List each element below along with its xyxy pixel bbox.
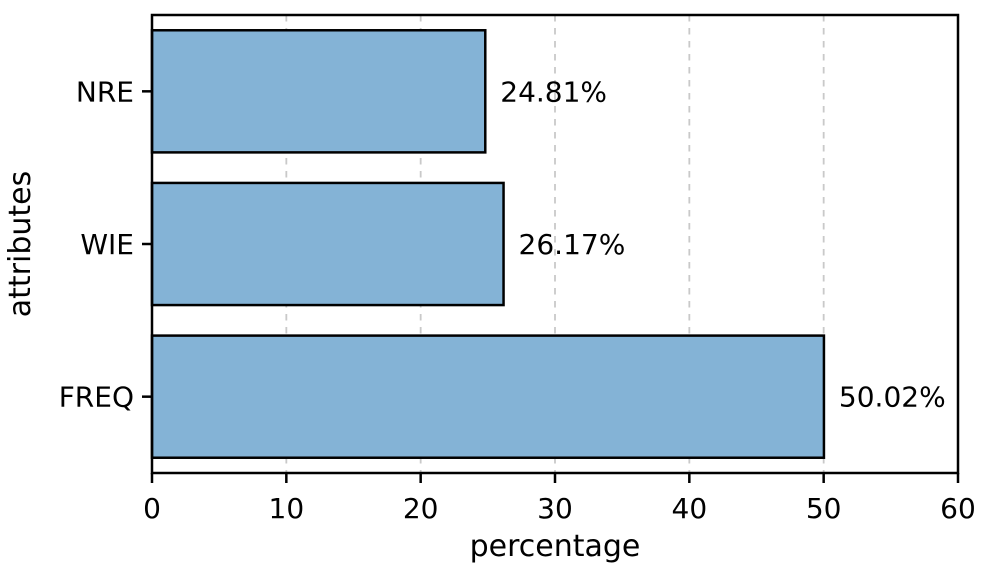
bar-value-label: 24.81% <box>500 75 607 108</box>
x-tick-label: 30 <box>537 492 573 525</box>
y-tick-label: NRE <box>76 75 134 108</box>
x-axis-title: percentage <box>470 529 641 564</box>
ticks-layer: NRE WIE FREQ 0 10 20 30 40 50 60 <box>59 75 976 525</box>
x-tick-label: 0 <box>143 492 161 525</box>
bar-nre <box>150 29 487 154</box>
data-labels-layer: 24.81% 26.17% 50.02% <box>500 75 945 413</box>
bar-value-label: 50.02% <box>839 381 946 414</box>
bars-layer <box>150 29 826 459</box>
y-axis-title: attributes <box>3 171 38 317</box>
x-tick-label: 60 <box>940 492 976 525</box>
y-tick-label: WIE <box>80 228 134 261</box>
x-tick-label: 20 <box>403 492 439 525</box>
x-tick-label: 10 <box>269 492 305 525</box>
bar-value-label: 26.17% <box>519 228 626 261</box>
y-tick-label: FREQ <box>59 381 134 414</box>
x-tick-label: 40 <box>672 492 708 525</box>
bar-freq <box>150 334 826 459</box>
x-tick-label: 50 <box>806 492 842 525</box>
bar-wie <box>150 181 505 307</box>
